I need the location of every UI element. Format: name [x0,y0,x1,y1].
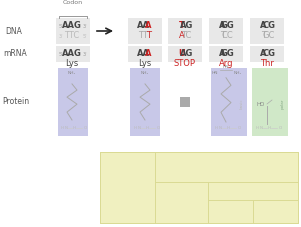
Text: H: H [134,126,136,130]
Text: N: N [138,126,141,130]
Text: TT: TT [138,32,148,40]
Text: TTC: TTC [64,32,80,40]
Text: CG: CG [262,49,275,59]
Text: AAG: AAG [62,22,82,30]
Text: 3': 3' [82,52,87,57]
Bar [209,46,243,62]
Text: O: O [83,126,87,130]
Text: Conservative: Conservative [213,209,249,214]
Text: N: N [259,126,262,130]
Text: polar: polar [281,99,285,109]
Text: A: A [145,49,151,59]
Text: NH₂: NH₂ [234,71,242,75]
Text: N: N [64,126,67,130]
Text: H: H [226,126,229,130]
Text: H: H [256,126,259,130]
Text: Arg: Arg [219,59,233,67]
Text: T: T [146,32,151,40]
Text: A: A [145,22,151,30]
Bar [250,18,284,44]
Bar [56,18,90,44]
Text: 5': 5' [82,34,87,39]
Text: Codon: Codon [63,0,83,5]
Bar [250,46,284,62]
Text: AG: AG [180,22,193,30]
Text: N: N [219,126,222,130]
Bar [168,18,202,44]
Text: A: A [219,22,226,30]
Bar [253,200,298,223]
Text: H: H [61,126,64,130]
Bar [180,97,190,107]
Text: AAG: AAG [62,49,82,59]
Bar [56,46,90,62]
Text: NH₂: NH₂ [68,71,76,75]
Bar [155,182,208,223]
Bar [128,18,162,44]
Text: T: T [220,32,225,40]
Text: Non-
conservative: Non- conservative [258,206,293,217]
Text: A: A [219,49,226,59]
Text: A: A [260,49,267,59]
Text: Lys: Lys [138,59,152,67]
Bar [252,68,288,136]
Text: GG: GG [221,49,234,59]
Text: A: A [179,32,185,40]
Text: TC: TC [182,32,192,40]
Bar [208,182,298,200]
Bar [100,152,298,223]
Text: NH₂: NH₂ [141,71,149,75]
Text: 5': 5' [59,52,64,57]
Text: AA: AA [137,22,150,30]
Text: Nonsense: Nonsense [168,200,195,205]
Bar [128,46,162,62]
Bar [208,200,253,223]
Bar [58,68,88,136]
Text: Synonymous
/ Silent: Synonymous / Silent [110,182,145,193]
Text: 3': 3' [59,34,64,39]
Text: HN: HN [223,65,229,69]
Text: H: H [215,126,218,130]
Text: basic: basic [240,99,244,109]
Text: CC: CC [222,32,234,40]
Text: H: H [73,126,76,130]
Text: O: O [157,126,160,130]
Bar [209,18,243,44]
Text: GC: GC [262,32,275,40]
Text: Lys: Lys [65,59,79,67]
Text: Non-synonymous: Non-synonymous [203,164,250,169]
Text: O: O [237,126,240,130]
Text: O: O [278,126,282,130]
Text: DNA: DNA [5,27,22,35]
Text: CG: CG [262,22,275,30]
Bar [130,68,160,136]
Bar [100,152,155,223]
Text: AA: AA [137,49,150,59]
Text: Missense: Missense [240,189,265,194]
Text: STOP: STOP [174,59,196,67]
Text: 5': 5' [59,24,64,29]
Text: A: A [260,22,267,30]
Text: 3': 3' [82,24,87,29]
Text: AG: AG [180,49,193,59]
Text: T: T [261,32,266,40]
Bar [155,152,298,182]
Text: GG: GG [221,22,234,30]
Bar [168,46,202,62]
Text: T: T [179,22,185,30]
Text: HO: HO [257,101,265,106]
Text: Protein: Protein [2,98,29,106]
Text: H: H [145,126,148,130]
Bar [211,68,247,136]
Text: H: H [268,126,271,130]
Text: HN: HN [212,71,218,75]
Text: mRNA: mRNA [3,49,27,59]
Text: U: U [178,49,185,59]
Text: Thr: Thr [260,59,274,67]
